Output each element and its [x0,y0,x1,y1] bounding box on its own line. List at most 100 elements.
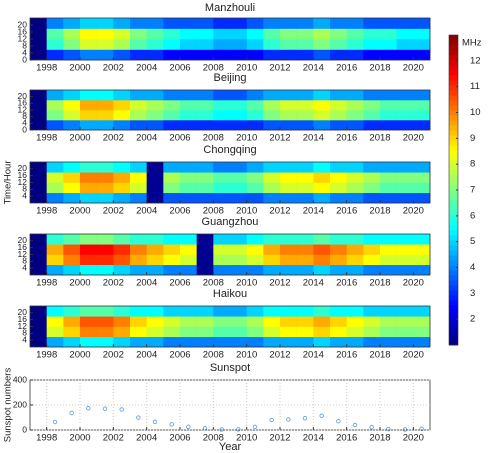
x-tick-label: 2020 [403,133,424,144]
x-tick-label: 2008 [203,350,224,361]
heat-cell [313,234,331,245]
heat-cell [163,162,181,173]
heat-cell [246,254,264,266]
colorbar-step [449,145,458,151]
heat-cell [363,244,381,255]
heat-cell [63,90,81,101]
colorbar-tick-label: 7 [470,185,475,196]
y-tick-label: 16 [18,314,28,324]
heat-cell [163,244,181,255]
sunspot-point [402,427,408,432]
y-tick-label: 200 [13,399,27,409]
sunspot-point [386,426,391,432]
heat-cell [313,162,331,173]
heat-cell [330,254,347,266]
heat-cell [363,254,381,266]
colorbar-step [449,325,458,331]
heat-cell [246,18,264,29]
heat-cell [213,316,231,327]
heat-cell [180,326,197,338]
heat-cell [363,39,381,50]
heat-cell [363,110,381,121]
heat-cell [46,182,64,194]
heat-cell [196,172,214,183]
heat-cell [313,264,331,276]
heat-cell [146,110,164,121]
heat-cell [46,100,64,111]
colorbar-step [449,50,458,56]
heat-cell [280,254,297,266]
heat-cell [130,316,147,327]
heat-cell [63,100,81,111]
x-tick-label: 2014 [303,206,324,217]
heat-cell [263,192,281,204]
x-tick-label: 2016 [336,63,357,74]
heat-cell [363,306,381,317]
y-tick-label: 4 [22,334,27,344]
heat-cell [113,182,131,194]
colorbar-step [449,120,458,126]
heat-cell [413,316,431,327]
heat-cell [196,49,214,61]
heat-cell [363,316,381,327]
heat-cell [80,326,97,338]
heat-cell [113,39,131,50]
panel-title: Beijing [213,72,246,84]
heat-cell [63,120,81,131]
heat-cell [213,336,231,348]
y-tick-label: 4 [22,47,27,57]
heat-cell [313,306,331,317]
colorbar-step [449,335,458,341]
colorbar-step [449,75,458,81]
heat-cell [46,336,64,348]
heat-cell [346,316,364,327]
y-tick-label: 400 [13,374,27,384]
heat-cell [246,326,264,338]
heat-cell [280,264,297,276]
heat-cell [46,49,64,61]
heat-cell [46,90,64,101]
heat-cell [46,162,64,173]
heat-cell [313,326,331,338]
y-tick-label: 8 [22,184,27,194]
heat-cell [146,336,164,348]
heat-cell [230,316,247,327]
heat-cell [146,162,164,173]
x-tick-label: 2000 [69,63,90,74]
heat-cell [163,326,181,338]
sunspot-point [286,417,291,422]
heat-cell [180,172,197,183]
x-axis-label: Year [219,441,242,453]
colorbar-step [449,265,458,271]
heat-cell [230,264,247,276]
heat-cell [213,326,231,338]
heat-cell [180,18,197,29]
heat-cell [80,49,97,61]
heat-cell [46,18,64,29]
heat-cell [246,100,264,111]
colorbar-step [449,130,458,136]
heat-cell [196,39,214,50]
heat-cell [280,90,297,101]
heat-cell [180,90,197,101]
heat-cell [163,192,181,204]
colorbar-step [449,300,458,306]
x-tick-label: 2018 [369,63,390,74]
heat-cell [313,18,331,29]
heat-cell [363,192,381,204]
heat-cell [263,120,281,131]
x-tick-label: 2006 [169,63,190,74]
colorbar-step [449,260,458,266]
heat-cell [180,316,197,327]
x-tick-label: 2004 [136,278,157,289]
colorbar-step [449,110,458,116]
heat-cell [96,182,114,194]
heat-cell [63,264,81,276]
heat-cell [313,110,331,121]
colorbar-step [449,170,458,176]
heat-cell [246,234,264,245]
y-tick-label: 4 [22,262,27,272]
heat-cell [346,244,364,255]
heat-cell [296,172,314,183]
colorbar-step [449,115,458,121]
